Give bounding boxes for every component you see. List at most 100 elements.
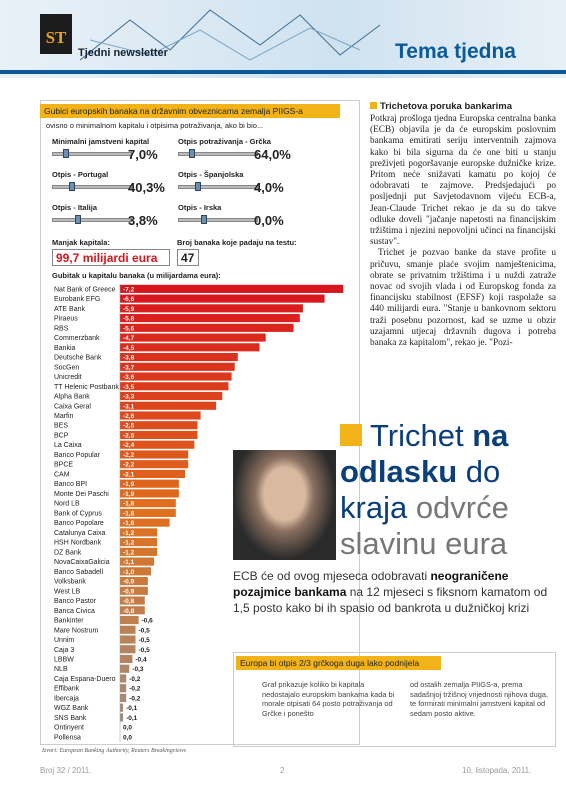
bank-name: ATE Bank: [54, 306, 85, 313]
value-label: -2,2: [123, 462, 135, 469]
bank-name: BCP: [54, 432, 69, 439]
bar: [120, 314, 300, 323]
callout-left: Graf prikazuje koliko bi kapitala nedost…: [262, 680, 395, 718]
bank-name: CAM: [54, 471, 70, 478]
bank-name: NovaCaixaGalicia: [54, 559, 110, 566]
bar: [120, 382, 229, 391]
bank-name: Banco Popular: [54, 452, 101, 459]
value-label: -1,0: [123, 569, 135, 576]
bar: [120, 664, 130, 673]
value-label: -3,1: [123, 403, 135, 410]
bank-name: Piraeus: [54, 316, 78, 323]
bank-name: Nat Bank of Greece: [54, 286, 116, 293]
lead: ECB će od ovog mjeseca odobravati neogra…: [233, 568, 558, 616]
value-label: -2,5: [123, 432, 135, 439]
bank-name: Bankia: [54, 345, 76, 352]
bar: [120, 625, 136, 634]
bank-name: SNS Bank: [54, 715, 87, 722]
bank-name: Caja Espana-Duero: [54, 676, 116, 683]
slider-value: 7,0%: [128, 147, 158, 162]
bank-name: Ontinyent: [54, 725, 84, 732]
bar: [120, 460, 189, 469]
bank-name: Eurobank EFG: [54, 296, 100, 303]
bar: [120, 615, 139, 625]
value-label: -0,6: [142, 618, 154, 625]
bank-name: West LB: [54, 588, 81, 595]
bar: [120, 489, 179, 498]
callout-right: od ostalih zemalja PIIGS-a, prema sadašn…: [410, 680, 549, 718]
value-label: -0,8: [123, 598, 135, 605]
bar: [120, 577, 148, 586]
value-label: -3,5: [123, 384, 135, 391]
article-heading-text: Trichetova poruka bankarima: [380, 101, 512, 112]
value-label: -2,4: [123, 442, 135, 449]
bank-name: Banco BPI: [54, 481, 87, 488]
bar: [120, 684, 127, 693]
bar: [120, 693, 127, 703]
slider-thumb: [195, 182, 201, 191]
slider-label: Otpis - Italija: [52, 203, 98, 212]
bank-name: Mare Nostrum: [54, 627, 99, 634]
headline-part: slavinu eura: [340, 526, 508, 561]
bar: [120, 401, 217, 410]
value-label: -6,6: [123, 296, 135, 303]
value-label: 0,0: [123, 725, 132, 732]
value-label: -0,4: [135, 656, 147, 663]
value-label: -1,6: [123, 520, 135, 527]
bar: [120, 479, 179, 488]
bank-name: Deutsche Bank: [54, 355, 102, 362]
slider-value: 64,0%: [254, 147, 291, 162]
bar: [120, 518, 170, 527]
value-label: -5,6: [123, 325, 135, 332]
bar: [120, 440, 195, 449]
bank-name: Catalunya Caixa: [54, 530, 105, 537]
header-rule: [0, 70, 566, 74]
slider-track: [178, 182, 258, 191]
value-label: -3,3: [123, 394, 135, 401]
source: Izvori: European Banking Authority, Reut…: [42, 748, 187, 754]
bank-name: TT Helenic Postbank: [54, 384, 119, 391]
bank-name: RBS: [54, 325, 69, 332]
bank-name: SocGen: [54, 364, 79, 371]
bar: [120, 703, 124, 712]
value-label: -1,2: [123, 540, 135, 547]
value-label: -0,3: [132, 666, 144, 673]
slider-label: Otpis - Portugal: [52, 170, 109, 179]
bank-name: BPCE: [54, 462, 73, 469]
slider-label: Otpis potraživanja - Grčka: [178, 137, 271, 146]
value-label: -3,6: [123, 374, 135, 381]
value-label: -1,8: [123, 510, 135, 517]
slider-thumb: [201, 215, 207, 224]
slider-track: [52, 215, 132, 224]
bar: [120, 528, 158, 537]
callout-title: Europa bi otpis 2/3 grčkoga duga lako po…: [236, 656, 441, 670]
bank-name: Pollensa: [54, 734, 81, 741]
value-label: -2,6: [123, 413, 135, 420]
bar: [120, 333, 266, 342]
article-heading: Trichetova poruka bankarima: [370, 101, 556, 112]
bank-name: Effibank: [54, 686, 80, 693]
bar: [120, 596, 145, 605]
widget-title: Gubici europskih banaka na državnim obve…: [40, 104, 340, 118]
bar: [120, 499, 176, 508]
bank-name: Caixa Geral: [54, 403, 91, 410]
bank-name: Unnim: [54, 637, 74, 644]
lead-bold: neograničene pozajmice bankama: [233, 569, 509, 599]
bar: [120, 323, 294, 332]
slider-track: [52, 182, 132, 191]
slider-thumb: [69, 182, 75, 191]
shortfall-label: Manjak kapitala:: [52, 238, 110, 247]
value-label: -3,8: [123, 355, 135, 362]
headline-part: na odlasku: [340, 418, 509, 489]
value-label: -0,5: [139, 647, 151, 654]
bar: [120, 352, 238, 362]
bank-name: Unicredit: [54, 374, 82, 381]
bank-name: DZ Bank: [54, 549, 82, 556]
bar: [120, 547, 158, 556]
value-label: 0,0: [123, 734, 132, 741]
bank-name: Bank of Cyprus: [54, 510, 102, 517]
callout: [233, 652, 556, 747]
value-label: -0,2: [129, 676, 141, 683]
value-label: -2,1: [123, 471, 135, 478]
